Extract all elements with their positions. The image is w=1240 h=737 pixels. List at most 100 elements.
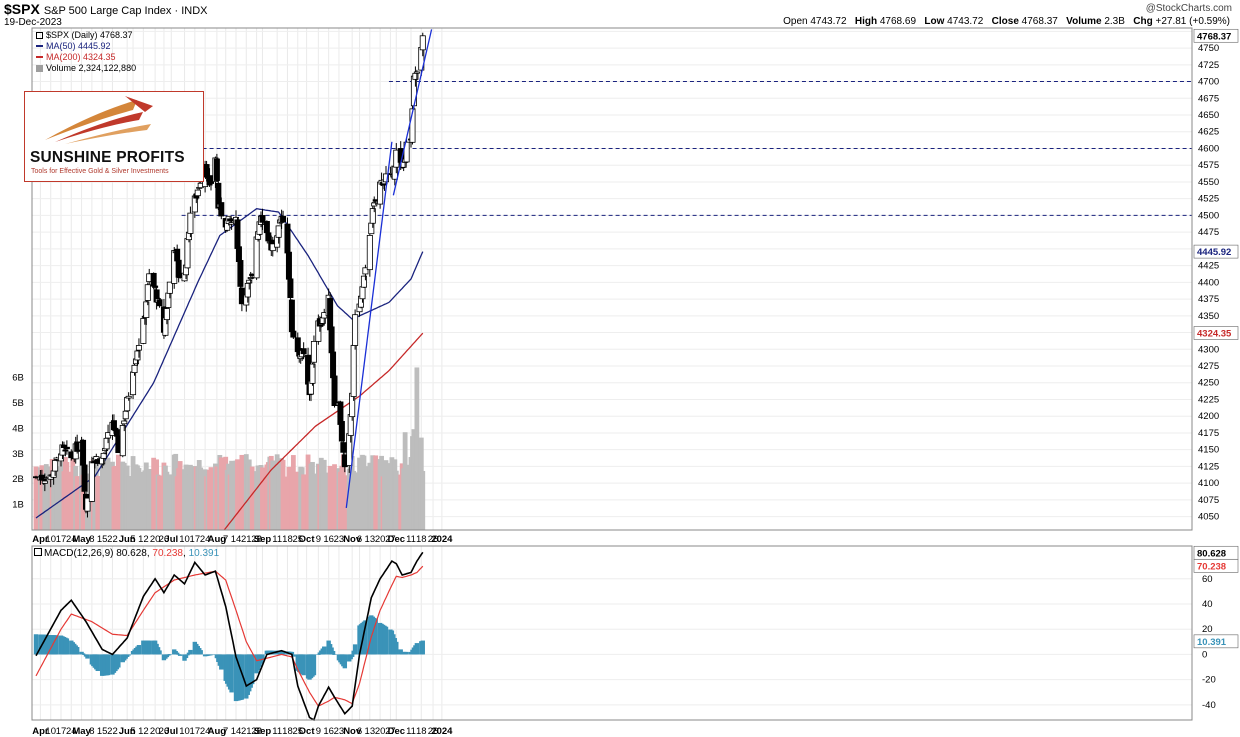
y-tick-label: 4500 (1198, 210, 1219, 221)
macd-tick-label: -20 (1202, 675, 1216, 686)
candle (208, 181, 215, 184)
volume-bar (177, 461, 183, 530)
candle (309, 363, 316, 384)
legend-volume: Volume 2,324,122,880 (36, 63, 136, 73)
exchange: INDX (181, 5, 208, 17)
trendline-up (345, 141, 393, 508)
x-tick-label: 26 (159, 726, 170, 737)
y-tick-label: 4625 (1198, 127, 1219, 138)
x-tick-label: 21 (241, 534, 252, 545)
ohlc-readout: Open 4743.72 High 4768.69 Low 4743.72 Cl… (783, 16, 1230, 27)
candle (119, 425, 126, 457)
legend-volume-text: Volume 2,324,122,880 (46, 63, 137, 73)
volume-bar (404, 464, 409, 530)
x-tick-label: 8 (89, 534, 94, 545)
candle (253, 236, 260, 279)
candle (360, 275, 367, 288)
hist-value: 10.391 (188, 548, 220, 559)
signal-tag: 70.238 (1197, 561, 1226, 572)
macd-histogram-bar (124, 654, 130, 657)
volume-bar (95, 475, 101, 530)
hist-tag-box (1193, 634, 1239, 649)
x-tick-label: 7 (223, 726, 228, 737)
macd-histogram-bar (289, 651, 295, 655)
x-tick-label: Dec (388, 534, 405, 545)
macd-tick-label: -40 (1202, 700, 1216, 711)
x-tick-label: Sep (254, 534, 272, 545)
volume-bar (311, 473, 317, 530)
macd-histogram-bar (229, 654, 234, 693)
y-tick-label: 4350 (1198, 311, 1219, 322)
volume-bar (321, 459, 327, 530)
volume-bar (33, 466, 39, 530)
volume-bar (383, 460, 389, 530)
macd-label: MACD(12,26,9) (44, 548, 114, 559)
macd-histogram-bar (208, 654, 214, 656)
x-tick-label: 21 (241, 726, 252, 737)
macd-histogram-bar (136, 645, 142, 655)
volume-bar (420, 470, 426, 530)
grid-lines (32, 28, 1192, 720)
volume-tick-label: 1B (12, 500, 24, 511)
x-tick-label: 20 (375, 726, 386, 737)
macd-histogram-bar (383, 626, 389, 655)
macd-histogram-bar (188, 649, 193, 655)
candle (144, 284, 151, 301)
x-tick-label: 18 (282, 726, 293, 737)
x-tick-label: 17 (190, 726, 201, 737)
macd-histogram-bar (177, 654, 183, 656)
candle (166, 281, 173, 294)
candle (359, 286, 366, 300)
x-tick-label: 11 (272, 726, 282, 737)
x-tick-label: 24 (66, 534, 77, 545)
x-tick-label: May (72, 726, 91, 737)
x-tick-label: Dec (388, 726, 405, 737)
candle (331, 375, 338, 407)
volume-bar (218, 457, 224, 530)
legend-price: $SPX (Daily) 4768.37 (36, 30, 133, 40)
x-tick-label: 18 (282, 534, 293, 545)
y-tick-label: 4475 (1198, 227, 1219, 238)
volume-tick-label: 4B (12, 423, 24, 434)
x-tick-label: 14 (231, 534, 242, 545)
y-tick-label: 4250 (1198, 378, 1219, 389)
macd-panel-frame (31, 545, 1193, 721)
x-tick-label: 11 (406, 726, 416, 737)
macd-histogram-bar (373, 619, 378, 655)
candle (121, 420, 128, 425)
x-tick-label: 27 (385, 534, 396, 545)
macd-tick-label: 20 (1202, 624, 1213, 635)
candle (288, 299, 295, 333)
candle (187, 212, 194, 234)
x-tick-label: 28 (251, 534, 262, 545)
x-tick-label: 13 (365, 726, 376, 737)
volume-bar (167, 474, 173, 530)
symbol: $SPX (4, 1, 40, 17)
candle (62, 449, 69, 452)
candle (81, 464, 88, 492)
candle (140, 318, 147, 344)
index-name: S&P 500 Large Cap Index (43, 5, 172, 17)
x-tick-label: 15 (97, 534, 108, 545)
volume-bar (301, 474, 307, 530)
x-tick-label: 6 (357, 534, 362, 545)
x-tick-label: 20 (150, 534, 161, 545)
chg-label: Chg (1133, 16, 1153, 27)
price-panel-frame (31, 27, 1193, 531)
macd-histogram-bar (280, 650, 286, 655)
x-tick-label: 16 (323, 726, 334, 737)
y-tick-label: 4525 (1198, 194, 1219, 205)
ma200-tag: 4324.35 (1197, 328, 1232, 339)
volume-bar (249, 466, 255, 530)
macd-histogram-bar (239, 654, 245, 700)
signal-value: 70.238 (152, 548, 183, 559)
legend-ma50: MA(50) 4445.92 (36, 41, 111, 51)
x-tick-label: 9 (316, 726, 321, 737)
x-tick-label: 25 (292, 726, 303, 737)
macd-histogram-bar (219, 654, 224, 670)
macd-histogram-bar (394, 641, 399, 655)
volume-bar (393, 470, 399, 530)
x-tick-label: 27 (385, 726, 396, 737)
trendline-steep (392, 29, 433, 196)
volume-tick-label: 2B (12, 474, 24, 485)
